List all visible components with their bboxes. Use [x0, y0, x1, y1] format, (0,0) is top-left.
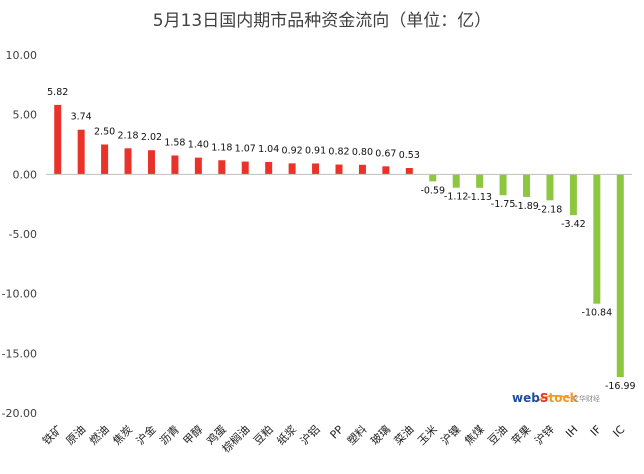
data-label: 3.74: [71, 112, 92, 123]
data-label: 1.58: [164, 137, 185, 148]
bar: [124, 148, 132, 175]
x-tick-label: 沪镍: [438, 422, 463, 447]
x-tick-label: IC: [610, 423, 627, 440]
bar: [452, 174, 460, 188]
x-tick-label: 沪铝: [297, 422, 322, 447]
data-label: 0.82: [328, 147, 349, 158]
bar: [194, 157, 202, 175]
data-label: -1.89: [514, 201, 539, 212]
data-labels: 5.82 3.742.50 2.18 2.02 1.58 1.40 1.18 1.07 1.04…: [47, 87, 635, 392]
bar: [358, 164, 366, 175]
data-label: -2.18: [538, 204, 563, 215]
data-label: 0.67: [375, 148, 396, 159]
data-label: 0.92: [282, 145, 303, 156]
y-tick-label: -5.00: [9, 228, 37, 241]
y-axis: 10.00 5.00 0.00 -5.00 -10.00 -15.00 -20.00: [2, 49, 37, 420]
x-tick-label: 纸浆: [274, 422, 299, 447]
data-label: 1.40: [188, 140, 209, 151]
bar: [569, 174, 577, 216]
bar: [147, 150, 155, 175]
y-tick-label: -20.00: [2, 407, 37, 420]
bar: [546, 174, 554, 201]
data-label: 1.04: [258, 144, 279, 155]
data-label: 2.50: [94, 127, 115, 138]
x-tick-label: 沥青: [157, 423, 182, 448]
x-tick-label: 原油: [63, 422, 88, 447]
data-label: -1.75: [491, 199, 516, 210]
y-tick-label: 10.00: [6, 49, 38, 62]
y-tick-label: -10.00: [2, 288, 37, 301]
bar: [101, 144, 109, 175]
watermark-brand: webStock: [512, 391, 579, 405]
bar: [382, 166, 390, 175]
x-tick-label: 菜油: [391, 422, 416, 447]
bar: [171, 155, 179, 175]
data-label: 1.07: [235, 144, 256, 155]
y-tick-label: 0.00: [13, 168, 38, 181]
data-label: -1.12: [444, 192, 469, 203]
bar: [265, 161, 273, 175]
bar: [241, 161, 249, 175]
data-label: 0.53: [399, 150, 420, 161]
bar: [593, 174, 601, 304]
data-label: 0.91: [305, 145, 326, 156]
data-label: 1.18: [211, 142, 232, 153]
watermark-subtitle: 文华财经: [572, 394, 600, 403]
chart-title: 5月13日国内期市品种资金流向（单位：亿）: [153, 11, 491, 31]
data-label: -16.99: [605, 381, 636, 392]
x-tick-label: 铁矿: [40, 423, 65, 448]
x-tick-label: PP: [328, 423, 347, 442]
data-label: 0.80: [352, 147, 373, 158]
data-label: 5.82: [47, 87, 68, 98]
swoosh-icon: [535, 395, 571, 403]
bar: [312, 163, 320, 175]
x-tick-label: 玉米: [415, 423, 440, 448]
x-tick-label: 玻璃: [368, 422, 393, 447]
x-tick-label: 燃油: [86, 422, 111, 447]
data-label: 2.18: [117, 130, 138, 141]
bar: [523, 174, 531, 197]
data-label: -1.13: [467, 192, 492, 203]
x-tick-label: 豆粕: [250, 422, 275, 447]
x-tick-label: 塑料: [344, 422, 369, 447]
x-tick-label: 棕榈油: [219, 422, 252, 455]
watermark-brand-web: web: [512, 391, 540, 405]
bar: [288, 163, 296, 175]
y-tick-label: -15.00: [2, 347, 37, 360]
data-label: -3.42: [561, 219, 586, 230]
y-tick-label: 5.00: [13, 109, 38, 122]
data-label: -10.84: [582, 308, 613, 319]
data-label: -0.59: [420, 185, 445, 196]
bar: [429, 174, 437, 182]
bar: [499, 174, 507, 196]
bar: [405, 168, 413, 175]
x-tick-label: 沪锌: [532, 422, 557, 447]
x-tick-label: 焦煤: [462, 423, 487, 448]
bar: [218, 160, 226, 175]
watermark-brand-s: S: [540, 391, 549, 405]
bar: [616, 174, 624, 378]
bar: [54, 104, 62, 175]
watermark-brand-tock: tock: [548, 391, 578, 405]
watermark-logo: webStock 文华财经: [510, 388, 600, 408]
x-tick-label: 沪金: [133, 422, 158, 447]
data-label: 2.02: [141, 132, 162, 143]
bars: [54, 104, 624, 378]
x-tick-label: 豆油: [485, 422, 510, 447]
bar: [476, 174, 484, 188]
bar: [77, 129, 85, 175]
x-tick-label: 甲醇: [180, 422, 205, 447]
x-tick-label: 苹果: [508, 422, 533, 447]
x-tick-label: 焦炭: [110, 423, 135, 448]
x-tick-label: IH: [563, 423, 580, 440]
bar: [335, 164, 343, 175]
x-tick-label: IF: [588, 423, 604, 439]
